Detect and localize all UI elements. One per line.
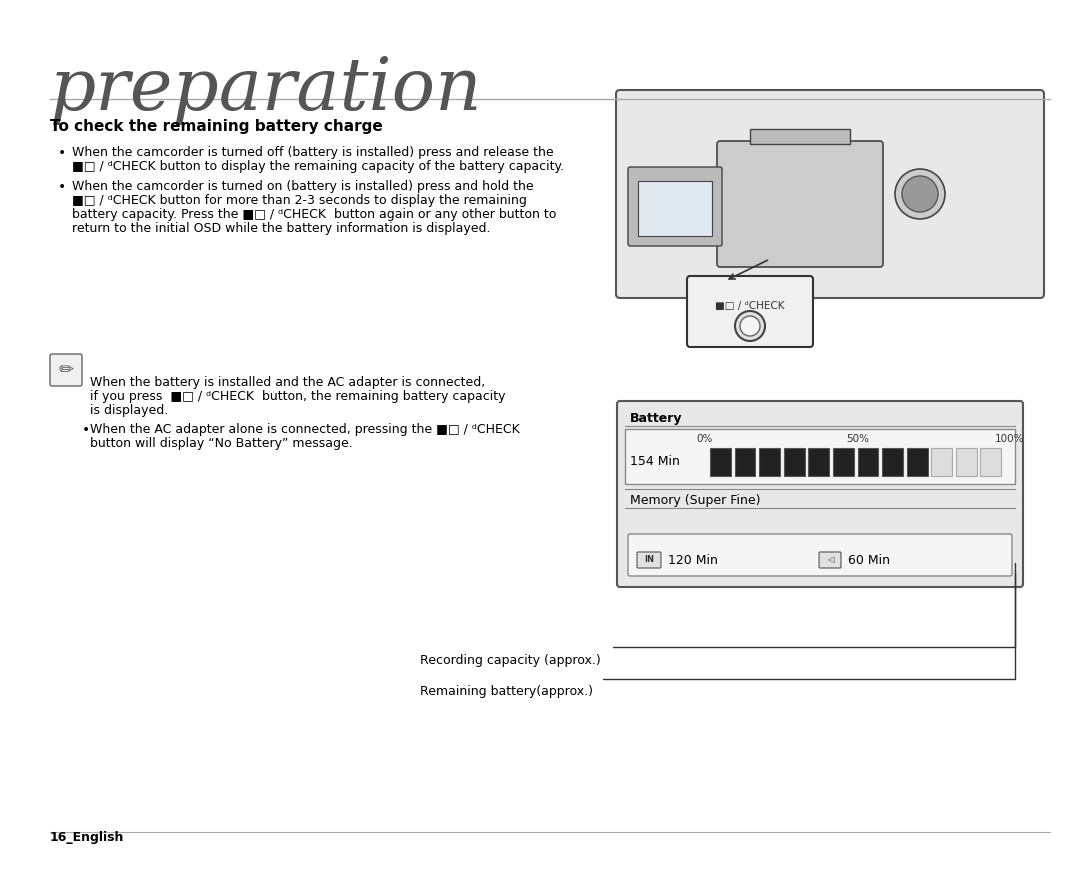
Circle shape xyxy=(895,169,945,219)
Bar xyxy=(638,181,712,236)
Bar xyxy=(710,447,731,475)
Bar xyxy=(784,447,805,475)
Bar xyxy=(981,447,1001,475)
Text: When the AC adapter alone is connected, pressing the ■□ / ᵈCHECK: When the AC adapter alone is connected, … xyxy=(90,423,519,436)
Text: 0%: 0% xyxy=(697,434,713,444)
Text: ■□ / ᵈCHECK button for more than 2-3 seconds to display the remaining: ■□ / ᵈCHECK button for more than 2-3 sec… xyxy=(72,194,527,207)
Bar xyxy=(882,447,903,475)
Text: ◁: ◁ xyxy=(827,556,834,565)
FancyBboxPatch shape xyxy=(637,552,661,568)
FancyBboxPatch shape xyxy=(627,167,723,246)
Bar xyxy=(858,447,878,475)
FancyBboxPatch shape xyxy=(627,534,1012,576)
FancyBboxPatch shape xyxy=(819,552,841,568)
Text: Battery: Battery xyxy=(630,412,683,425)
Bar xyxy=(759,447,780,475)
Text: 50%: 50% xyxy=(846,434,869,444)
Text: return to the initial OSD while the battery information is displayed.: return to the initial OSD while the batt… xyxy=(72,222,490,235)
Text: Remaining battery(approx.): Remaining battery(approx.) xyxy=(420,685,593,698)
Text: To check the remaining battery charge: To check the remaining battery charge xyxy=(50,119,382,134)
Bar xyxy=(907,447,928,475)
Text: Memory (Super Fine): Memory (Super Fine) xyxy=(630,494,760,507)
Text: ■□ / ᵈCHECK button to display the remaining capacity of the battery capacity.: ■□ / ᵈCHECK button to display the remain… xyxy=(72,160,564,173)
Bar xyxy=(734,447,756,475)
Text: 16_English: 16_English xyxy=(50,831,124,844)
Text: •: • xyxy=(58,180,66,194)
Text: 120 Min: 120 Min xyxy=(669,553,718,566)
Circle shape xyxy=(902,176,939,212)
Bar xyxy=(808,447,829,475)
Text: button will display “No Battery” message.: button will display “No Battery” message… xyxy=(90,437,353,450)
Bar xyxy=(833,447,854,475)
Text: When the camcorder is turned on (battery is installed) press and hold the: When the camcorder is turned on (battery… xyxy=(72,180,534,193)
Text: When the camcorder is turned off (battery is installed) press and release the: When the camcorder is turned off (batter… xyxy=(72,146,554,159)
Text: 154 Min: 154 Min xyxy=(630,455,680,468)
Bar xyxy=(956,447,976,475)
Bar xyxy=(931,447,953,475)
Text: battery capacity. Press the ■□ / ᵈCHECK  button again or any other button to: battery capacity. Press the ■□ / ᵈCHECK … xyxy=(72,208,556,221)
Circle shape xyxy=(740,316,760,336)
Text: ■□ / ᵈCHECK: ■□ / ᵈCHECK xyxy=(715,301,785,311)
Text: if you press  ■□ / ᵈCHECK  button, the remaining battery capacity: if you press ■□ / ᵈCHECK button, the rem… xyxy=(90,390,505,403)
Circle shape xyxy=(735,311,765,341)
Text: IN: IN xyxy=(644,556,654,565)
Text: 100%: 100% xyxy=(996,434,1025,444)
Text: is displayed.: is displayed. xyxy=(90,404,168,417)
Text: •: • xyxy=(82,423,91,437)
FancyBboxPatch shape xyxy=(717,141,883,267)
Text: Recording capacity (approx.): Recording capacity (approx.) xyxy=(420,654,600,667)
Text: 60 Min: 60 Min xyxy=(848,553,890,566)
FancyBboxPatch shape xyxy=(50,354,82,386)
Text: ✏: ✏ xyxy=(58,361,73,379)
Text: preparation: preparation xyxy=(50,54,483,124)
FancyBboxPatch shape xyxy=(687,276,813,347)
Bar xyxy=(750,129,850,144)
FancyBboxPatch shape xyxy=(617,401,1023,587)
Text: When the battery is installed and the AC adapter is connected,: When the battery is installed and the AC… xyxy=(90,376,485,389)
Text: •: • xyxy=(58,146,66,160)
Bar xyxy=(625,429,1015,484)
FancyBboxPatch shape xyxy=(616,90,1044,298)
